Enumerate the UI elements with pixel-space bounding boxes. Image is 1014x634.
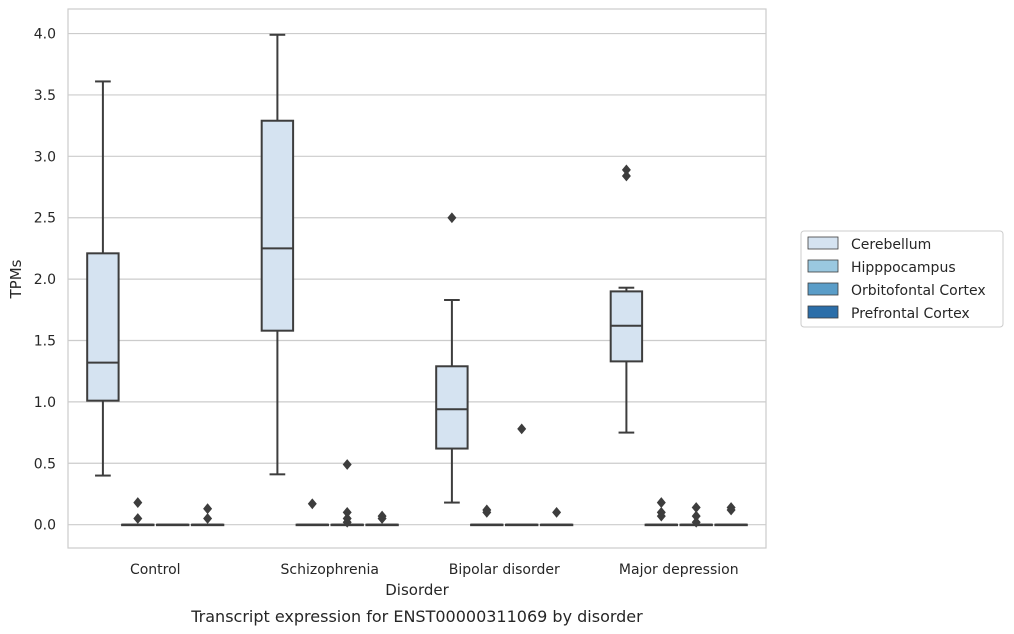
outlier-point — [342, 506, 352, 518]
outlier-point — [203, 503, 213, 515]
outlier-point — [621, 164, 631, 176]
legend-swatch — [807, 236, 839, 250]
x-tick-label: Major depression — [619, 562, 739, 578]
outlier-point — [552, 506, 562, 518]
legend-label: Orbitofontal Cortex — [851, 283, 986, 299]
box-1-3 — [644, 497, 679, 527]
outlier-point — [133, 513, 143, 524]
box-0-0 — [86, 80, 120, 477]
legend-label: Hipppocampus — [851, 260, 956, 276]
grid-lines — [68, 32, 766, 526]
outlier-point — [342, 459, 352, 470]
y-tick-label: 2.5 — [34, 211, 56, 227]
box-3-1 — [365, 510, 399, 527]
box-3-0 — [190, 503, 225, 527]
y-tick-label: 0.0 — [34, 518, 56, 534]
outlier-point — [691, 510, 701, 522]
outlier-point — [203, 513, 213, 524]
x-tick-label: Control — [130, 562, 181, 578]
outlier-point — [307, 498, 317, 510]
x-axis-label: Disorder — [385, 581, 449, 599]
outlier-point — [377, 510, 387, 522]
box-0-1 — [260, 33, 295, 476]
outlier-point — [133, 497, 143, 508]
box-plot-boxes — [86, 33, 748, 528]
outlier-point — [517, 423, 527, 435]
legend-label: Prefrontal Cortex — [851, 306, 970, 322]
box-body — [435, 365, 469, 450]
outlier-point — [691, 502, 701, 513]
y-tick-label: 3.5 — [34, 88, 56, 104]
box-body — [260, 119, 295, 332]
legend-swatch — [807, 305, 839, 319]
y-tick-label: 0.5 — [34, 456, 56, 472]
legend-swatch — [807, 282, 839, 296]
y-axis-label: TPMs — [7, 259, 25, 299]
y-tick-label: 1.0 — [34, 395, 56, 411]
x-tick-label: Schizophrenia — [281, 562, 379, 578]
y-tick-label: 2.0 — [34, 272, 56, 288]
box-2-2 — [504, 423, 539, 527]
legend: Cerebellum Hipppocampus Orbitofontal Corte… — [800, 230, 1004, 328]
outlier-point — [656, 497, 666, 508]
x-tick-labels: Control Schizophrenia Bipolar disorder Majo… — [130, 562, 739, 578]
plot-frame — [67, 8, 767, 549]
y-tick-label: 4.0 — [34, 27, 56, 43]
outlier-point — [691, 516, 701, 528]
y-tick-labels: 0.0 0.5 1.0 1.5 2.0 2.5 3.0 3.5 4.0 — [34, 27, 56, 534]
y-tick-label: 3.0 — [34, 149, 56, 165]
outlier-point — [656, 506, 666, 518]
outlier-point — [482, 504, 492, 516]
chart-caption: Transcript expression for ENST0000031106… — [190, 607, 643, 626]
box-3-3 — [714, 502, 748, 527]
x-tick-label: Bipolar disorder — [449, 562, 560, 578]
y-tick-label: 1.5 — [34, 334, 56, 350]
legend-swatch — [807, 259, 839, 273]
box-3-2 — [539, 506, 574, 527]
box-2-3 — [679, 502, 713, 528]
legend-frame — [800, 230, 1004, 328]
box-1-0 — [121, 497, 155, 527]
box-0-2 — [435, 212, 469, 504]
outlier-point — [447, 212, 457, 224]
outlier-point — [621, 170, 631, 182]
box-1-1 — [295, 498, 330, 527]
box-0-3 — [609, 164, 644, 434]
box-2-1 — [330, 459, 364, 528]
box-2-0 — [155, 523, 190, 527]
box-1-2 — [470, 504, 504, 527]
box-body — [86, 252, 120, 402]
legend-label: Cerebellum — [851, 237, 931, 253]
outlier-point — [726, 502, 736, 513]
outlier-point — [342, 513, 352, 524]
